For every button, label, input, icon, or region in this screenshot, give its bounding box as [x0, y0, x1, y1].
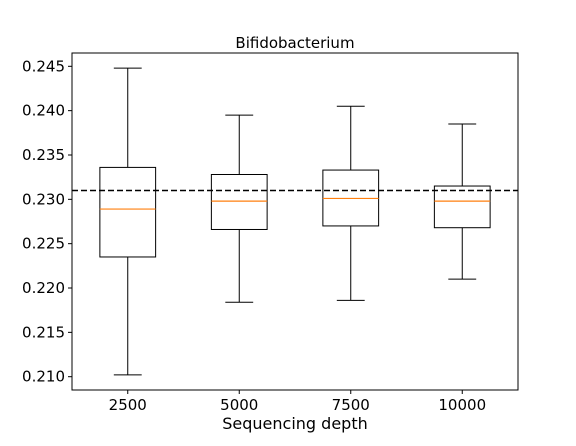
box [99, 166, 157, 258]
axes-frame [71, 52, 519, 391]
y-tick-label: 0.220 [22, 279, 65, 297]
y-tick-label: 0.210 [22, 368, 65, 386]
y-tick-label: 0.245 [22, 57, 65, 75]
plot-area: 0.210 0.215 0.220 0.225 0.230 0.235 0.240 0.245… [22, 52, 519, 414]
x-tick-label: 10000 [438, 396, 486, 414]
x-axis-label: Sequencing depth [222, 414, 367, 433]
y-tick-label: 0.240 [22, 102, 65, 120]
x-tick-label: 7500 [332, 396, 370, 414]
box [433, 185, 491, 229]
y-tick-label: 0.225 [22, 235, 65, 253]
x-tick-label: 2500 [109, 396, 147, 414]
x-tick-label: 5000 [220, 396, 258, 414]
y-tick-label: 0.215 [22, 323, 65, 341]
y-tick-label: 0.235 [22, 146, 65, 164]
chart-title: Bifidobacterium [235, 34, 354, 52]
y-tick-label: 0.230 [22, 190, 65, 208]
box [210, 173, 268, 230]
